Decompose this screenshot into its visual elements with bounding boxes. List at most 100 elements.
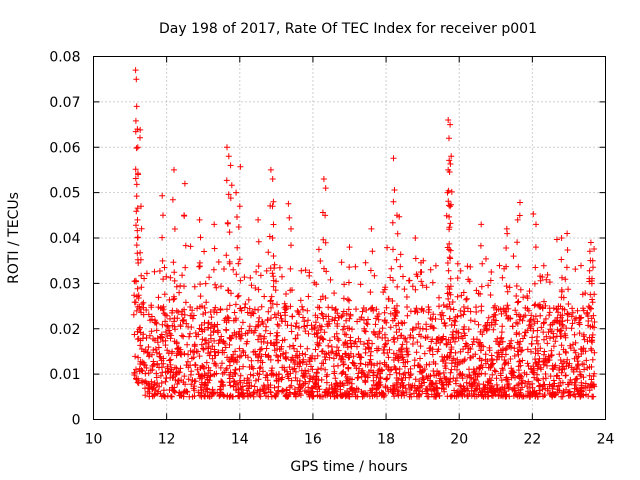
data-point (447, 393, 454, 400)
data-point (346, 325, 353, 332)
data-point (418, 380, 425, 387)
data-point (162, 329, 169, 335)
data-point (411, 362, 418, 369)
data-point (294, 348, 301, 355)
data-point (394, 283, 401, 290)
data-point (289, 313, 296, 320)
data-point (137, 358, 144, 365)
data-point (343, 377, 350, 384)
data-point (399, 348, 406, 355)
data-point (419, 375, 426, 382)
data-point (576, 321, 583, 328)
data-point (498, 353, 505, 360)
data-point (537, 382, 544, 389)
data-point (338, 356, 344, 363)
data-point (294, 354, 301, 361)
data-point (429, 351, 436, 358)
data-point (519, 377, 526, 384)
data-point (269, 176, 276, 182)
data-point (470, 336, 477, 343)
data-point (237, 372, 244, 379)
data-point (346, 264, 353, 271)
data-point (157, 390, 164, 397)
data-point (404, 304, 410, 310)
data-point (335, 362, 341, 369)
data-point (511, 353, 518, 359)
data-point (473, 287, 480, 294)
data-point (413, 349, 420, 356)
data-point (236, 393, 243, 400)
chart-title: Day 198 of 2017, Rate Of TEC Index for r… (159, 21, 537, 37)
data-point (454, 366, 460, 373)
data-point (205, 320, 212, 327)
data-point (182, 299, 189, 306)
data-point (447, 275, 454, 282)
data-point (253, 323, 259, 330)
data-point (340, 361, 347, 368)
data-point (277, 312, 284, 319)
data-point (157, 334, 164, 341)
data-point (546, 312, 553, 319)
data-point (302, 370, 309, 377)
data-point (356, 365, 363, 372)
data-point (541, 336, 547, 343)
data-point (287, 303, 294, 310)
data-point (364, 372, 371, 379)
data-point (140, 348, 147, 355)
data-point (202, 280, 209, 287)
data-point (345, 279, 352, 286)
data-point (503, 359, 509, 366)
data-point (591, 319, 598, 325)
data-point (558, 256, 565, 263)
data-point (268, 293, 275, 300)
data-point (558, 393, 565, 400)
data-point (570, 391, 577, 398)
data-point (581, 361, 587, 368)
data-point (312, 346, 319, 353)
data-point (379, 390, 386, 397)
data-point (226, 371, 233, 378)
data-point (386, 346, 393, 353)
data-point (568, 364, 575, 371)
data-point (276, 371, 283, 378)
data-point (275, 322, 282, 329)
data-point (249, 363, 255, 370)
data-point (567, 345, 574, 352)
x-tick-label: 16 (304, 432, 322, 448)
data-point (377, 360, 383, 367)
data-point (393, 351, 400, 358)
data-point (242, 330, 249, 337)
data-point (563, 386, 570, 393)
data-point (323, 268, 330, 275)
data-point (461, 330, 468, 337)
data-point (284, 322, 291, 329)
data-point (445, 117, 452, 123)
data-point (246, 391, 253, 397)
data-point (361, 327, 368, 334)
data-point (371, 272, 378, 279)
data-point (334, 310, 341, 317)
data-point (152, 319, 159, 326)
data-point (174, 381, 181, 387)
data-point (207, 373, 214, 380)
data-point (215, 259, 222, 265)
data-point (499, 274, 506, 281)
data-point (563, 360, 570, 366)
data-point (271, 261, 278, 268)
data-point (382, 317, 388, 324)
data-point (134, 216, 141, 223)
data-point (145, 311, 152, 318)
data-point (511, 345, 518, 352)
data-point (152, 346, 159, 353)
data-point (171, 318, 177, 325)
data-point (143, 380, 150, 387)
data-point (302, 351, 309, 358)
data-point (138, 272, 145, 279)
data-point (134, 234, 141, 241)
data-point (256, 314, 263, 321)
data-point (225, 191, 232, 198)
data-point (559, 366, 566, 373)
data-point (373, 389, 380, 396)
data-point (423, 284, 430, 291)
data-point (373, 345, 380, 352)
